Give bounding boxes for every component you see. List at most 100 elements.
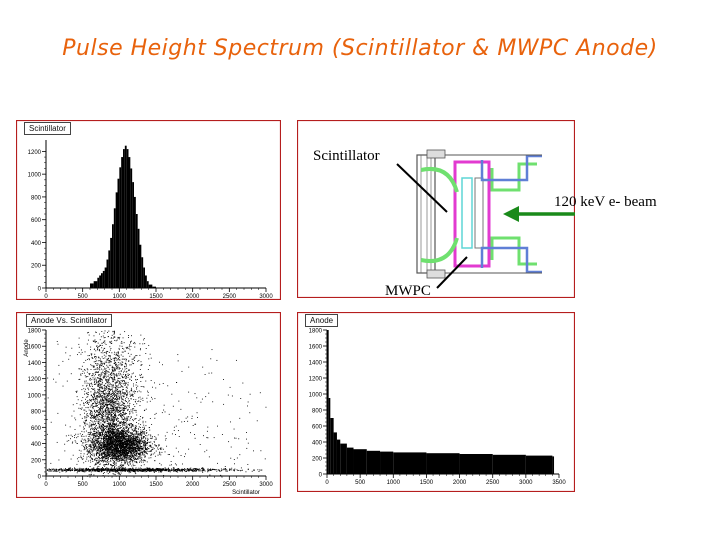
scatter-point [125, 346, 127, 348]
scatter-point [102, 369, 104, 371]
scatter-point [130, 458, 131, 459]
scatter-point [113, 425, 115, 427]
scatter-point [102, 409, 103, 411]
scatter-point [126, 439, 128, 441]
scatter-point [129, 446, 131, 448]
scatter-point [131, 340, 133, 342]
scatter-point [104, 426, 106, 428]
scatter-point [111, 404, 113, 406]
scatter-point [145, 444, 146, 446]
scatter-point [112, 473, 114, 475]
scatter-point [114, 393, 115, 395]
mwpc-chamber [453, 160, 491, 268]
scatter-point [126, 450, 128, 451]
scatter-point [104, 421, 106, 423]
scatter-point [113, 415, 115, 417]
scatter-point [107, 437, 109, 439]
scatter-point [100, 363, 102, 365]
scatter-point [118, 433, 120, 435]
scatter-point [93, 430, 95, 432]
scatter-point [91, 356, 93, 358]
scatter-point [97, 385, 98, 387]
scatter-point [133, 444, 135, 446]
scatter-point [131, 455, 133, 457]
scatter-point [106, 423, 108, 424]
scatter-point [80, 450, 82, 452]
scatter-point [133, 363, 135, 365]
scatter-point [70, 373, 72, 375]
scatter-point [83, 435, 85, 437]
scatter-point [130, 432, 132, 434]
scatter-point [123, 424, 125, 426]
scatter-point [107, 429, 109, 431]
scatter-point [128, 448, 130, 450]
scatter-point [87, 441, 89, 443]
scatter-point [128, 456, 129, 458]
scatter-point [132, 445, 134, 447]
scatter-point [121, 418, 123, 420]
scatter-point [94, 453, 96, 455]
scatter-point [94, 449, 96, 451]
scatter-point [128, 438, 130, 440]
scatter-point [106, 407, 107, 409]
scatter-point [133, 465, 135, 467]
scatter-point [119, 458, 121, 460]
scatter-point [78, 343, 80, 345]
scatter-point [127, 431, 129, 433]
scatter-point [120, 448, 122, 450]
scatter-point [110, 376, 111, 378]
scatter-point [113, 362, 115, 364]
scatter-point [127, 416, 129, 418]
scatter-point [69, 426, 71, 428]
scatter-point [115, 448, 117, 450]
scatter-point [111, 443, 113, 445]
scatter-point [96, 420, 98, 422]
scatter-point [110, 401, 112, 403]
scatter-point [131, 441, 133, 443]
scatter-point [124, 456, 126, 458]
scatter-point [122, 410, 124, 411]
scatter-point [99, 461, 101, 463]
scatter-point [108, 447, 110, 449]
scatter-point [119, 402, 121, 404]
scatter-point [138, 447, 140, 449]
scatter-point [142, 441, 144, 443]
scatter-point [97, 446, 99, 448]
scatter-point [132, 342, 134, 344]
scatter-point [101, 453, 103, 455]
scatter-point [98, 446, 100, 448]
scatter-point [123, 424, 125, 426]
scatter-point [100, 419, 102, 421]
scatter-point [152, 446, 154, 448]
scatter-point [133, 451, 135, 453]
scatter-point [104, 414, 106, 416]
scatter-point [97, 439, 99, 441]
scatter-point [104, 340, 106, 342]
scatter-point [103, 453, 105, 455]
scatter-point [145, 434, 146, 436]
scatter-point [115, 363, 117, 365]
scintillator-histogram-bar [110, 237, 112, 288]
scatter-point [102, 407, 104, 409]
scatter-point [129, 435, 131, 437]
scatter-point [132, 443, 134, 445]
scatter-point [134, 453, 136, 455]
scatter-point [105, 376, 107, 378]
scatter-point [111, 399, 113, 401]
scatter-point [101, 432, 103, 434]
scatter-point [124, 450, 126, 452]
scatter-point [106, 425, 108, 427]
scatter-point [104, 422, 106, 424]
scatter-point [123, 445, 125, 447]
scatter-point [111, 404, 113, 406]
scatter-point [104, 452, 106, 454]
scatter-point [86, 343, 88, 345]
scatter-point [119, 393, 121, 395]
scatter-point [141, 431, 143, 433]
scatter-point [93, 444, 95, 445]
scatter-point [123, 438, 125, 440]
scatter-point [110, 447, 112, 449]
scatter-point [112, 397, 114, 398]
scatter-point [122, 452, 124, 454]
scatter-point [123, 432, 124, 434]
